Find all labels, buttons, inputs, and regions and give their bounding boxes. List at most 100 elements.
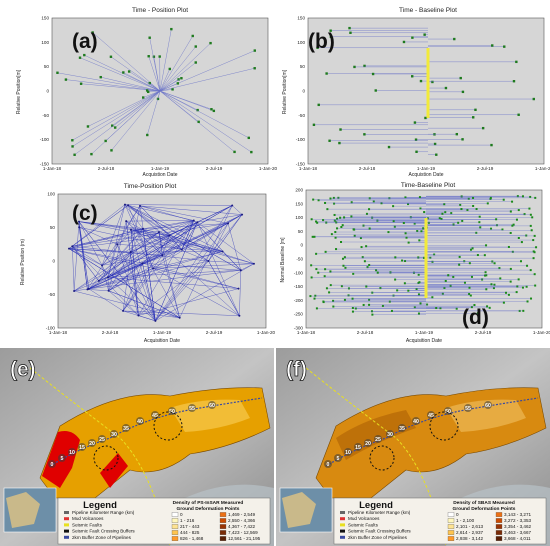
interferogram-pair [208,260,254,264]
acquisition-point [404,232,407,235]
acquisition-point [495,218,498,221]
panel-b-plot-area [307,17,545,165]
acquisition-point [170,27,173,31]
baseline-line [159,90,212,110]
acquisition-point [156,97,160,101]
acquisition-point [368,197,371,200]
acquisition-point [523,213,526,216]
x-tick-label: 1-Jan-20 [533,330,550,335]
interferogram-pair [155,214,243,321]
interferogram-pair [153,263,254,269]
y-tick-label: -150 [294,284,304,289]
acquisition-point [535,246,538,249]
map-f-fault-buffer-1 [429,411,459,441]
legend-item-label: Mud Volcanoes [348,516,380,521]
acquisition-point [532,239,535,242]
acquisition-point [490,227,493,230]
panel-a-svg: Time - Position Plot 150 100 50 0 -50 -100 -15… [16,7,278,178]
interferogram-pair [98,251,131,282]
km-marker [444,407,452,415]
acquisition-point [146,133,149,137]
interferogram-pair [108,222,198,291]
acquisition-point [418,281,421,284]
km-label: 30 [387,432,393,438]
panel-b-lines [312,26,535,156]
density-class-swatch [447,518,455,523]
interferogram-pair [88,228,144,289]
acquisition-point [104,139,107,143]
km-label: 40 [137,419,143,425]
interferogram-pair [72,246,99,282]
density-class-label: 3,354 - 3,462 [504,524,532,529]
acquisition-point [316,221,319,224]
km-label: 50 [169,409,175,415]
acquisition-point [147,55,150,58]
density-class-swatch [219,536,227,541]
acquisition-point [424,116,427,120]
acquisition-point [168,67,171,71]
acquisition-point [453,37,456,41]
acquisition-point [127,70,131,73]
legend-item-label: Seismic Faults [348,522,379,527]
interferogram-pair [88,235,170,290]
density-class-label: 0 [180,512,183,517]
density-class-label: 3,668 - 4,011 [504,536,531,541]
acquisition-point [466,208,469,211]
acquisition-point [501,228,504,231]
km-label: 45 [428,413,434,419]
acquisition-point [484,274,487,277]
density-class-label: 3,463 - 3,667 [504,530,532,535]
acquisition-point [417,312,420,315]
baseline-line [143,90,161,98]
panel-c-xticks: 1-Jan-18 2-Jul-18 1-Jan-19 2-Jul-19 1-Jan-20 [49,330,276,335]
master-image-marker [424,218,428,298]
map-e-ps-insar: 0 5 10 15 20 25 30 35 40 45 50 55 60 (e) Legend Pipe… [0,348,274,546]
acquisition-point [521,195,524,198]
interferogram-pair [123,310,180,318]
km-label: 25 [99,437,105,443]
interferogram-pair [88,288,124,312]
interferogram-pair [227,223,241,271]
acquisition-point [509,280,512,283]
acquisition-point [478,215,481,218]
acquisition-point [335,221,338,224]
legend-item-label: 2km Buffer Zone of Pipelines [348,535,408,540]
density-class-swatch [171,530,179,535]
acquisition-point [194,61,197,64]
acquisition-point [365,212,368,215]
acquisition-point [311,235,314,238]
acquisition-point [521,286,524,289]
acquisition-point [417,273,420,276]
interferogram-pair [197,222,255,264]
interferogram-pair [181,220,194,250]
acquisition-point [502,198,505,201]
baseline-line [148,56,161,92]
acquisition-point [324,250,327,253]
acquisition-point [314,294,317,297]
acquisition-point [423,211,426,214]
density-class-swatch [171,524,179,529]
legend-symbol [340,523,345,527]
acquisition-point [312,123,316,127]
density-class-label: 1 - 216 [180,518,195,523]
acquisition-point [407,203,410,206]
x-tick-label: 1-Jan-18 [49,330,68,335]
baseline-line [87,90,161,127]
acquisition-point [528,207,531,210]
acquisition-point [389,271,392,274]
acquisition-point [473,304,476,307]
interferogram-pair [138,315,156,322]
acquisition-point [459,203,462,206]
acquisition-point [221,250,224,253]
acquisition-point [509,210,512,213]
density-class-label: 3,143 - 3,271 [504,512,532,517]
acquisition-point [339,216,342,219]
panel-c-time-position: Time-Position Plot 100 50 0 -50 -100 1-Jan-1… [0,178,278,348]
acquisition-point [329,35,333,38]
acquisition-point [396,289,399,292]
acquisition-point [525,234,528,237]
map-f-legend-title: Legend [359,500,393,511]
density-class-swatch [171,512,179,517]
panel-c-svg: Time-Position Plot 100 50 0 -50 -100 1-Jan-1… [20,183,276,344]
km-marker [334,454,342,462]
